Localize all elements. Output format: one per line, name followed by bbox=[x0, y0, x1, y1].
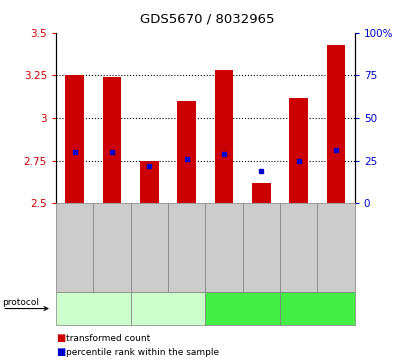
Text: GSM1261850: GSM1261850 bbox=[332, 222, 341, 273]
Text: GSM1261849: GSM1261849 bbox=[220, 222, 229, 273]
Bar bbox=[327, 45, 345, 203]
Bar bbox=[66, 75, 84, 203]
Text: GSM1261847: GSM1261847 bbox=[70, 222, 79, 273]
Text: ■: ■ bbox=[56, 333, 65, 343]
Bar bbox=[215, 70, 233, 203]
Bar bbox=[178, 101, 196, 203]
Bar bbox=[290, 98, 308, 203]
Text: EphA2-overexpres
sion: EphA2-overexpres sion bbox=[133, 299, 203, 318]
Text: ■: ■ bbox=[56, 347, 65, 357]
Text: GSM1261852: GSM1261852 bbox=[182, 223, 191, 273]
Text: GSM1261846: GSM1261846 bbox=[294, 222, 303, 273]
Bar bbox=[103, 77, 122, 203]
Text: percentile rank within the sample: percentile rank within the sample bbox=[66, 348, 220, 356]
Text: GSM1261853: GSM1261853 bbox=[257, 222, 266, 273]
Text: protocol: protocol bbox=[2, 298, 39, 306]
Text: GDS5670 / 8032965: GDS5670 / 8032965 bbox=[140, 13, 275, 26]
Text: Ilomastat
treatment: Ilomastat treatment bbox=[223, 299, 262, 318]
Text: Rho activator Calp
eptin treatment: Rho activator Calp eptin treatment bbox=[282, 299, 353, 318]
Text: control: control bbox=[80, 304, 107, 313]
Text: GSM1261851: GSM1261851 bbox=[107, 223, 117, 273]
Text: GSM1261848: GSM1261848 bbox=[145, 223, 154, 273]
Text: transformed count: transformed count bbox=[66, 334, 151, 343]
Bar bbox=[140, 160, 159, 203]
Bar bbox=[252, 183, 271, 203]
